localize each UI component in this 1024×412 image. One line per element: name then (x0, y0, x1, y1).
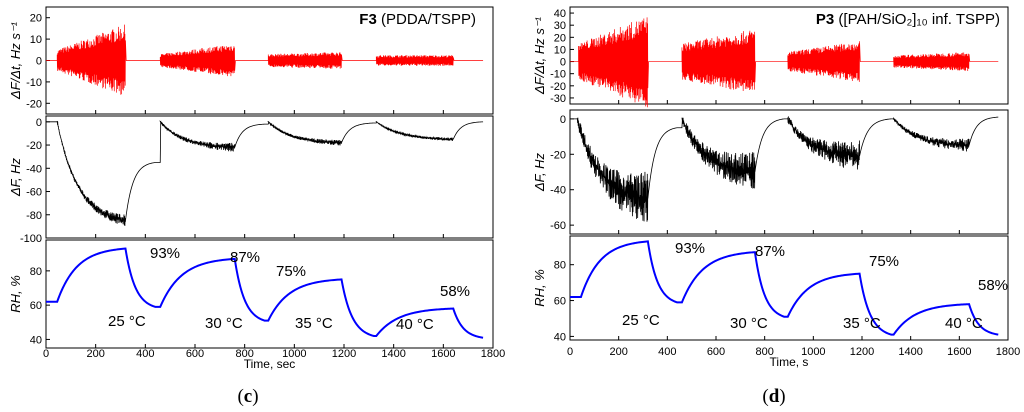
temperature-annotation: 25 °C (622, 312, 660, 329)
x-tick-label: 1400 (381, 348, 405, 360)
y-tick-label: 80 (30, 266, 42, 278)
rh-annotation: 93% (150, 245, 180, 262)
y-tick-label: -60 (26, 187, 42, 199)
subplot-deltaF: 0 -20 -40 -60 -80 -100 ΔF, Hz (8, 115, 494, 245)
subplot-rh: 40 60 80 RH, % (532, 235, 1009, 343)
y-tick-label: 40 (554, 331, 566, 343)
subplot-deltaF: 0 -20 -40 -60 ΔF, Hz (532, 109, 1009, 235)
rh-annotation: 58% (978, 277, 1008, 294)
y-tick-label: 0 (560, 57, 566, 69)
x-axis-label: Time, sec (244, 357, 296, 371)
y-tick-label: 10 (30, 34, 42, 46)
x-tick-label: 600 (186, 348, 204, 360)
rate-series-line (46, 24, 484, 95)
deltaF-series-line (570, 116, 999, 222)
x-axis-label: Time, s (770, 355, 809, 369)
y-tick-label: 80 (554, 260, 566, 272)
rate-series-line (570, 17, 999, 108)
chart-title: P3 ([PAH/SiO₂]₁₀ inf. TSPP) (816, 11, 1000, 28)
plot-frame (569, 6, 1009, 105)
y-tick-label: -80 (26, 210, 42, 222)
y-tick-label: -20 (26, 140, 42, 152)
temperature-annotation: 30 °C (730, 315, 768, 332)
deltaF-series-line (46, 120, 484, 227)
y-axis-label: ΔF, Hz (8, 157, 23, 197)
x-tick-label: 1800 (996, 346, 1020, 358)
y-tick-label: -40 (550, 185, 566, 197)
plot-frame (45, 115, 494, 239)
x-tick-label: 1200 (850, 346, 874, 358)
x-tick-label: 1400 (898, 346, 922, 358)
temperature-annotation: 40 °C (945, 315, 983, 332)
plot-frame (569, 109, 1009, 235)
rh-annotation: 58% (440, 283, 470, 300)
y-tick-label: 40 (30, 334, 42, 346)
subplot-rh: 40 60 80 RH, % (8, 239, 494, 349)
x-tick-label: 800 (235, 348, 253, 360)
x-tick-label: 200 (86, 348, 104, 360)
y-tick-label: 20 (554, 32, 566, 44)
rh-annotation: 87% (755, 243, 785, 260)
x-tick-label: 400 (658, 346, 676, 358)
x-tick-label: 0 (43, 348, 49, 360)
y-axis-label: RH, % (8, 275, 23, 313)
temperature-annotation: 35 °C (295, 315, 333, 332)
temperature-annotation: 30 °C (205, 315, 243, 332)
x-tick-label: 800 (755, 346, 773, 358)
y-axis-label: ΔF, Hz (532, 152, 547, 192)
rh-annotation: 87% (230, 249, 260, 266)
y-tick-label: -20 (550, 149, 566, 161)
panel-label: (c) (237, 386, 258, 407)
y-tick-label: -100 (20, 233, 42, 245)
y-tick-label: 30 (554, 20, 566, 32)
y-tick-label: 10 (554, 44, 566, 56)
x-tick-label: 1000 (801, 346, 825, 358)
y-tick-label: 20 (30, 13, 42, 25)
x-tick-label: 400 (136, 348, 154, 360)
temperature-annotation: 35 °C (843, 315, 881, 332)
y-axis-label: ΔF/Δt, Hz s⁻¹ (8, 21, 23, 100)
chart-title: F3 (PDDA/TSPP) (359, 11, 476, 28)
y-tick-label: 0 (560, 114, 566, 126)
x-tick-label: 1600 (431, 348, 455, 360)
rh-series-line (46, 247, 484, 339)
y-tick-label: 60 (554, 296, 566, 308)
rh-annotation: 75% (276, 263, 306, 280)
plot-frame (45, 239, 494, 349)
x-tick-label: 1200 (332, 348, 356, 360)
rh-annotation: 75% (869, 253, 899, 270)
y-tick-label: 60 (30, 300, 42, 312)
rh-series-line (570, 240, 999, 336)
y-axis-label: ΔF/Δt, Hz s⁻¹ (532, 16, 547, 95)
y-tick-label: -20 (26, 98, 42, 110)
y-tick-label: 0 (36, 117, 42, 129)
x-tick-label: 200 (609, 346, 627, 358)
temperature-annotation: 25 °C (108, 313, 146, 330)
y-tick-label: -30 (550, 93, 566, 105)
y-tick-label: 0 (36, 56, 42, 68)
y-tick-label: -40 (26, 163, 42, 175)
plot-frame (569, 235, 1009, 341)
x-tick-label: 1000 (282, 348, 306, 360)
y-tick-label: -10 (550, 69, 566, 81)
temperature-annotation: 40 °C (396, 316, 434, 333)
x-tick-label: 600 (707, 346, 725, 358)
x-tick-label: 0 (567, 346, 573, 358)
panel-label: (d) (762, 386, 785, 407)
y-tick-label: -20 (550, 81, 566, 93)
y-tick-label: -10 (26, 77, 42, 89)
y-tick-label: -60 (550, 220, 566, 232)
x-tick-label: 1800 (481, 348, 505, 360)
y-tick-label: 40 (554, 8, 566, 20)
x-tick-label: 1600 (947, 346, 971, 358)
y-axis-label: RH, % (532, 269, 547, 307)
subplot-rate: -20 -10 0 10 20 ΔF/Δt, Hz s⁻¹ (8, 6, 494, 115)
rh-annotation: 93% (675, 240, 705, 257)
